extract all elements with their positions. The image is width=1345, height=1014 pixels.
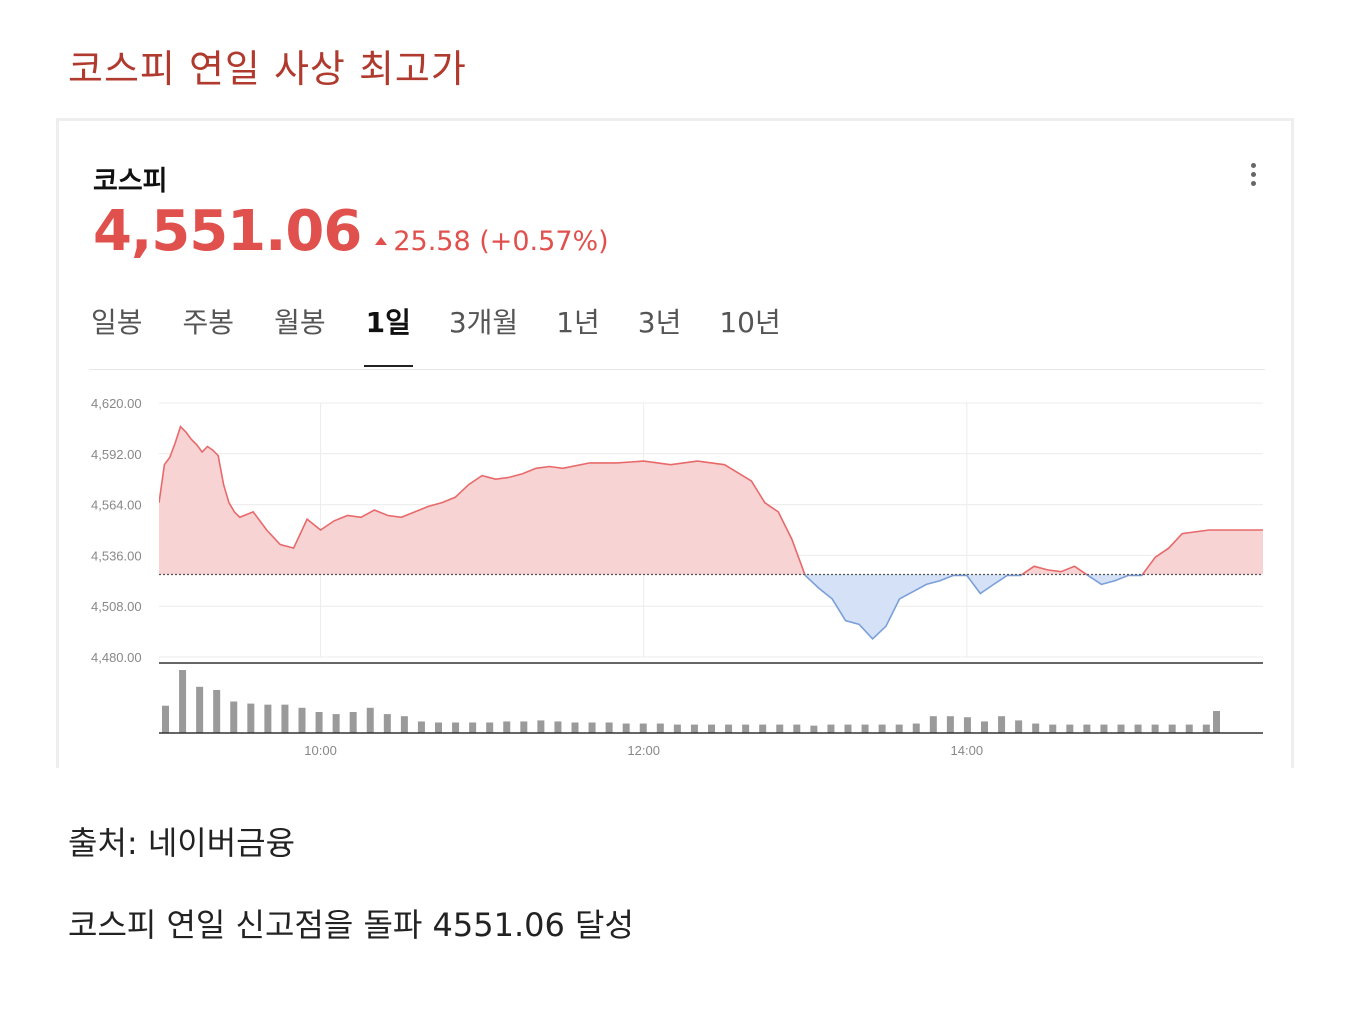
volume-bar: [400, 716, 408, 733]
volume-bar: [247, 703, 255, 733]
volume-bar: [844, 724, 852, 733]
tab-10years[interactable]: 10년: [719, 306, 781, 339]
volume-bar: [503, 721, 511, 733]
more-vertical-icon[interactable]: [1245, 163, 1261, 193]
volume-bar: [520, 721, 528, 733]
volume-bar: [230, 701, 238, 733]
volume-bar: [213, 689, 221, 733]
volume-bar: [1049, 724, 1057, 733]
y-tick-label: 4,480.00: [91, 650, 142, 665]
volume-bar: [349, 712, 357, 733]
volume-bar: [793, 724, 801, 733]
volume-bar: [588, 722, 596, 733]
volume-bar: [878, 724, 886, 733]
tabs-divider: [89, 369, 1265, 370]
volume-bar: [981, 721, 988, 733]
volume-bar: [1202, 724, 1210, 733]
volume-bar: [725, 724, 733, 733]
tab-3months[interactable]: 3개월: [448, 306, 519, 339]
volume-bar: [1117, 724, 1125, 733]
y-tick-label: 4,564.00: [91, 498, 142, 513]
up-arrow-icon: [375, 237, 388, 245]
volume-bar: [162, 705, 169, 733]
volume-bar: [1032, 723, 1040, 733]
x-tick-label: 12:00: [627, 743, 660, 758]
tab-monthly-candle[interactable]: 월봉: [274, 306, 326, 339]
index-name: 코스피: [93, 166, 168, 197]
page-headline: 코스피 연일 사상 최고가: [68, 47, 467, 91]
volume-bar: [315, 712, 323, 733]
current-price: 4,551.06: [93, 199, 362, 264]
price-row: 4,551.06 25.58 (+0.57%): [93, 199, 609, 264]
period-tabs: 일봉 주봉 월봉 1일 3개월 1년 3년 10년: [89, 301, 783, 367]
stock-card: 코스피 4,551.06 25.58 (+0.57%) 일봉 주봉 월봉 1일 …: [56, 118, 1294, 768]
volume-bar: [656, 723, 664, 733]
volume-bar: [435, 722, 442, 733]
volume-bar: [537, 720, 545, 733]
area-below-baseline: [804, 574, 1143, 639]
area-above-baseline: [159, 426, 1263, 575]
volume-bar: [1185, 724, 1193, 733]
volume-bar: [895, 724, 903, 733]
y-tick-label: 4,508.00: [91, 599, 142, 614]
volume-bar: [1134, 724, 1142, 733]
x-tick-label: 10:00: [304, 743, 337, 758]
volume-bar: [998, 716, 1006, 733]
price-change-value: 25.58 (+0.57%): [393, 226, 609, 257]
x-tick-label: 14:00: [951, 743, 984, 758]
volume-bar: [742, 724, 750, 733]
volume-bar: [1213, 711, 1220, 733]
volume-bar: [1100, 724, 1108, 733]
volume-bar: [571, 722, 579, 733]
y-tick-label: 4,536.00: [91, 548, 142, 563]
volume-bar: [1015, 720, 1023, 733]
volume-bar: [196, 686, 204, 733]
volume-bar: [827, 724, 835, 733]
tab-weekly-candle[interactable]: 주봉: [182, 306, 235, 339]
volume-bar: [1151, 724, 1159, 733]
volume-bar: [861, 724, 869, 733]
summary-caption: 코스피 연일 신고점을 돌파 4551.06 달성: [68, 906, 634, 944]
volume-bar: [417, 721, 425, 733]
volume-bar: [366, 707, 374, 733]
volume-bar: [1168, 724, 1176, 733]
volume-bar: [639, 723, 647, 733]
volume-bar: [179, 670, 187, 733]
volume-bar: [281, 704, 289, 733]
volume-bar: [622, 723, 630, 733]
price-change: 25.58 (+0.57%): [375, 226, 609, 257]
tab-1day[interactable]: 1일: [363, 301, 414, 367]
volume-bar: [810, 725, 818, 733]
intraday-chart: 4,620.00 4,592.00 4,564.00 4,536.00 4,508.00…: [91, 396, 1263, 758]
volume-bar: [486, 722, 494, 733]
volume-bar: [298, 707, 306, 733]
volume-bar: [776, 724, 784, 733]
volume-bar: [332, 714, 340, 733]
volume-bar: [690, 724, 698, 733]
volume-bar: [912, 723, 920, 733]
volume-bar: [946, 716, 954, 733]
volume-bar: [605, 722, 613, 733]
tab-3years[interactable]: 3년: [637, 306, 682, 339]
volume-bar: [1083, 724, 1091, 733]
tab-1year[interactable]: 1년: [556, 306, 600, 339]
tab-daily-candle[interactable]: 일봉: [91, 306, 143, 339]
volume-bar: [469, 722, 477, 733]
volume-bar: [554, 721, 562, 733]
volume-bar: [963, 717, 971, 733]
y-tick-label: 4,592.00: [91, 447, 142, 462]
volume-bar: [452, 722, 460, 733]
volume-bar: [264, 704, 272, 733]
volume-bar: [1066, 724, 1074, 733]
source-caption: 출처: 네이버금융: [68, 824, 296, 862]
volume-bar: [759, 724, 767, 733]
volume-bar: [708, 724, 715, 733]
volume-bar: [673, 724, 681, 733]
y-tick-label: 4,620.00: [91, 396, 142, 411]
price-line-up: [159, 425, 1263, 575]
volume-bar: [929, 716, 937, 733]
volume-bar: [383, 714, 391, 733]
